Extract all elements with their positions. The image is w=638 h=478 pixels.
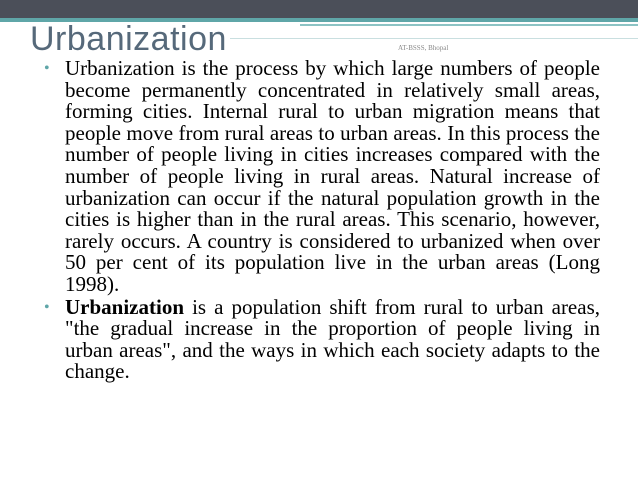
slide-title: Urbanization — [30, 20, 227, 58]
accent-line — [230, 38, 638, 39]
bullet-bold: Urbanization — [65, 294, 185, 319]
bullet-text: Urbanization is the process by which lar… — [65, 56, 600, 296]
bullet-list: Urbanization is the process by which lar… — [44, 56, 600, 384]
top-bar — [0, 0, 638, 18]
bullet: Urbanization is the process by which lar… — [44, 56, 600, 296]
bullet: Urbanization is a population shift from … — [44, 294, 600, 384]
footer-text: AT-BSSS, Bhopal — [398, 44, 449, 52]
accent-line — [300, 24, 638, 26]
bullet-text: is a population shift from rural to urba… — [65, 294, 600, 384]
accent-line — [0, 18, 638, 22]
